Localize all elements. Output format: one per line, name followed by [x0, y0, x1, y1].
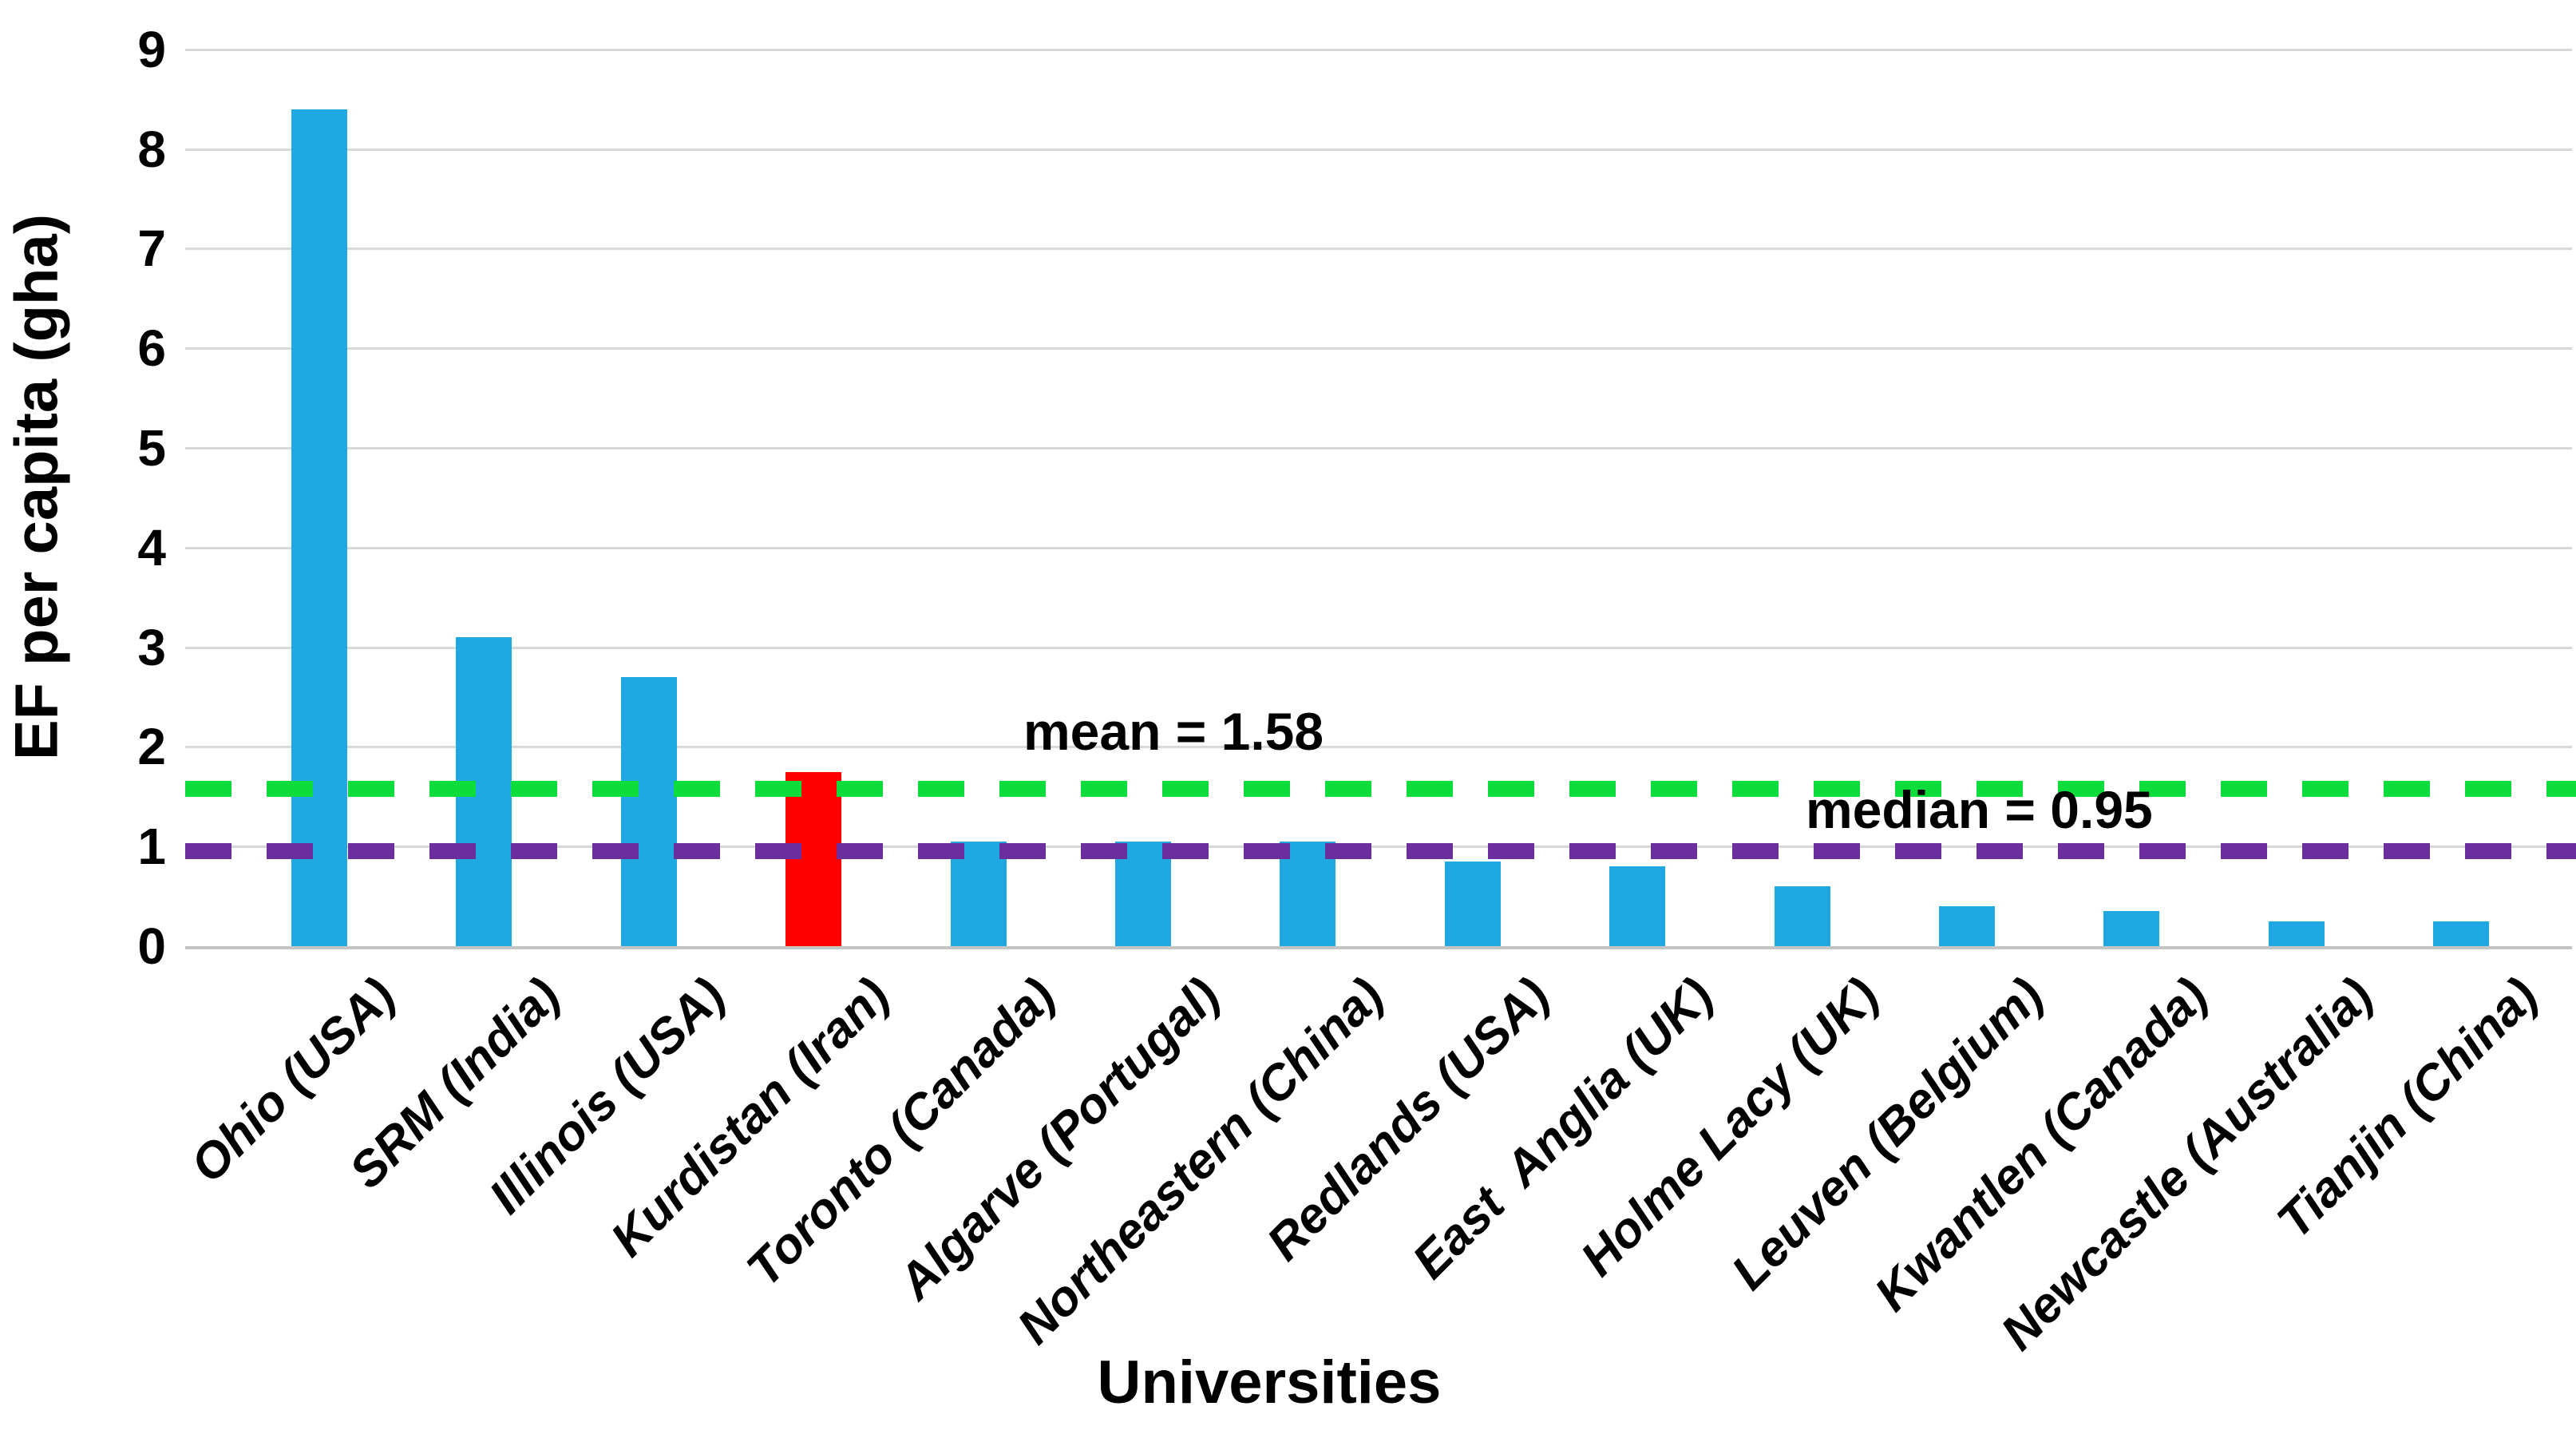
gridline	[185, 547, 2572, 549]
bar	[2433, 921, 2489, 946]
bar	[2103, 911, 2159, 946]
y-tick-label: 0	[137, 917, 166, 975]
gridline	[185, 746, 2572, 748]
x-tick-label: Kwantlen (Canada)	[1864, 968, 2218, 1322]
gridline	[185, 347, 2572, 350]
x-axis-title: Universities	[1097, 1349, 1442, 1416]
x-tick-label: Toronto (Canada)	[736, 968, 1066, 1297]
bar	[291, 109, 347, 946]
median-line	[185, 843, 2576, 859]
median-annotation: median = 0.95	[1806, 780, 2153, 839]
bar	[621, 677, 677, 946]
x-tick-label: Kurdistan (Iran)	[600, 968, 900, 1268]
gridline	[185, 647, 2572, 649]
y-tick-label: 6	[137, 319, 166, 377]
bar	[1445, 862, 1501, 946]
mean-annotation: mean = 1.58	[1023, 702, 1324, 761]
y-tick-label: 8	[137, 121, 166, 178]
gridline	[185, 248, 2572, 250]
x-tick-label: Holme Lacy (UK)	[1570, 968, 1889, 1287]
y-tick-label: 3	[137, 619, 166, 676]
bar	[2269, 921, 2325, 946]
y-tick-label: 5	[137, 419, 166, 477]
bar	[1939, 906, 1995, 946]
x-tick-label: Leuven (Belgium)	[1721, 968, 2054, 1301]
x-tick-label: Redlands (USA)	[1256, 968, 1560, 1272]
bar	[1775, 886, 1830, 946]
bar	[1609, 866, 1665, 946]
y-tick-label: 9	[137, 21, 166, 78]
y-tick-label: 1	[137, 818, 166, 875]
gridline	[185, 149, 2572, 151]
mean-line	[185, 781, 2576, 797]
bar-highlighted	[785, 772, 841, 946]
gridline	[185, 49, 2572, 51]
y-tick-label: 2	[137, 718, 166, 775]
x-tick-label: East Anglia (UK)	[1402, 968, 1724, 1289]
y-tick-label: 7	[137, 220, 166, 277]
x-tick-label: Algarve (Portugal)	[887, 968, 1230, 1310]
x-axis-line	[185, 946, 2572, 949]
y-tick-label: 4	[137, 519, 166, 576]
gridline	[185, 447, 2572, 450]
